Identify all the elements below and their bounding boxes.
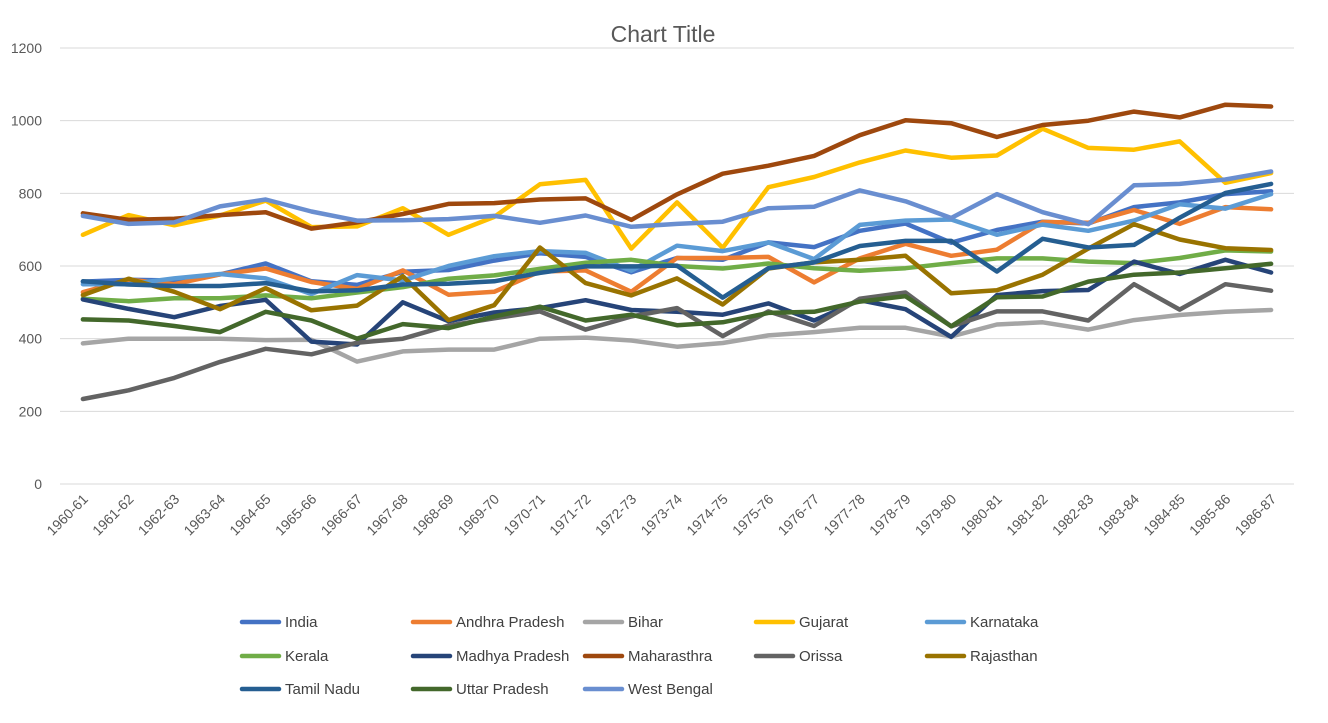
x-axis-ticks: 1960-611961-621962-631963-641964-651965-… <box>43 491 1279 539</box>
x-tick-label: 1978-79 <box>866 491 914 539</box>
x-tick-label: 1963-64 <box>180 491 228 539</box>
legend-label: Kerala <box>285 648 329 665</box>
legend-label: Madhya Pradesh <box>456 648 569 665</box>
x-tick-label: 1975-76 <box>729 491 777 539</box>
legend-label: India <box>285 614 318 631</box>
x-tick-label: 1960-61 <box>43 491 91 539</box>
series-lines <box>80 102 1274 402</box>
legend-item-kerala: Kerala <box>239 648 329 665</box>
x-tick-label: 1981-82 <box>1003 491 1051 539</box>
x-tick-label: 1983-84 <box>1095 491 1143 539</box>
legend-item-orissa: Orissa <box>753 648 843 665</box>
legend-item-tamil-nadu: Tamil Nadu <box>239 681 360 698</box>
x-tick-label: 1965-66 <box>272 491 320 539</box>
x-tick-label: 1961-62 <box>89 491 137 539</box>
y-axis-ticks: 0 200 400 600 800 1000 1200 <box>11 40 42 492</box>
series-line-andhra-pradesh <box>80 204 1274 297</box>
legend-item-rajasthan: Rajasthan <box>924 648 1038 665</box>
x-tick-label: 1968-69 <box>409 491 457 539</box>
y-tick-label: 600 <box>19 258 43 274</box>
x-tick-label: 1979-80 <box>912 491 960 539</box>
legend-item-india: India <box>239 614 318 631</box>
legend: India Andhra Pradesh Bihar Gujarat Karnataka… <box>239 614 1039 698</box>
chart-title: Chart Title <box>611 21 716 47</box>
series-line-bihar <box>80 307 1274 364</box>
y-tick-label: 1200 <box>11 40 42 56</box>
y-tick-label: 800 <box>19 185 43 201</box>
legend-label: Maharasthra <box>628 648 713 665</box>
x-tick-label: 1980-81 <box>957 491 1005 539</box>
series-line-maharasthra <box>80 102 1274 231</box>
x-tick-label: 1967-68 <box>363 491 411 539</box>
legend-label: Bihar <box>628 614 663 631</box>
series-line-west-bengal <box>80 169 1274 230</box>
y-tick-label: 1000 <box>11 113 42 129</box>
legend-label: Karnataka <box>970 614 1039 631</box>
x-tick-label: 1974-75 <box>683 491 731 539</box>
x-tick-label: 1970-71 <box>500 491 548 539</box>
legend-item-karnataka: Karnataka <box>924 614 1039 631</box>
series-line-uttar-pradesh <box>80 261 1274 341</box>
x-tick-label: 1971-72 <box>546 491 594 539</box>
legend-label: Gujarat <box>799 614 849 631</box>
x-tick-label: 1972-73 <box>592 491 640 539</box>
legend-label: Tamil Nadu <box>285 681 360 698</box>
series-line-rajasthan <box>80 221 1274 323</box>
x-tick-label: 1973-74 <box>637 491 685 539</box>
legend-label: Rajasthan <box>970 648 1038 665</box>
legend-item-west-bengal: West Bengal <box>582 681 713 698</box>
y-tick-label: 200 <box>19 403 43 419</box>
x-tick-label: 1982-83 <box>1049 491 1097 539</box>
x-tick-label: 1977-78 <box>820 491 868 539</box>
x-tick-label: 1976-77 <box>775 491 823 539</box>
series-line-gujarat <box>80 126 1274 251</box>
x-tick-label: 1969-70 <box>455 491 503 539</box>
y-tick-label: 0 <box>34 476 42 492</box>
legend-label: West Bengal <box>628 681 713 698</box>
legend-label: Orissa <box>799 648 843 665</box>
legend-item-madhya-pradesh: Madhya Pradesh <box>410 648 569 665</box>
y-tick-label: 400 <box>19 331 43 347</box>
x-tick-label: 1986-87 <box>1232 491 1280 539</box>
legend-label: Andhra Pradesh <box>456 614 564 631</box>
legend-label: Uttar Pradesh <box>456 681 549 698</box>
legend-item-uttar-pradesh: Uttar Pradesh <box>410 681 549 698</box>
x-tick-label: 1984-85 <box>1140 491 1188 539</box>
x-tick-label: 1985-86 <box>1186 491 1234 539</box>
legend-item-gujarat: Gujarat <box>753 614 849 631</box>
series-line-orissa <box>80 281 1274 402</box>
x-tick-label: 1966-67 <box>318 491 366 539</box>
legend-item-bihar: Bihar <box>582 614 663 631</box>
legend-item-maharasthra: Maharasthra <box>582 648 713 665</box>
series-line-madhya-pradesh <box>80 257 1274 347</box>
series-line-tamil-nadu <box>80 181 1274 300</box>
legend-item-andhra-pradesh: Andhra Pradesh <box>410 614 564 631</box>
x-tick-label: 1964-65 <box>226 491 274 539</box>
x-tick-label: 1962-63 <box>135 491 183 539</box>
